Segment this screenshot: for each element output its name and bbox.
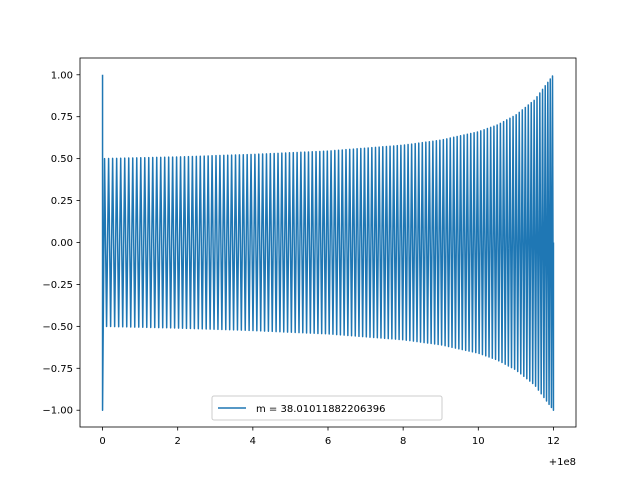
y-tick-label: −1.00 bbox=[42, 406, 73, 417]
y-tick-label: −0.75 bbox=[42, 364, 73, 375]
legend-box bbox=[211, 395, 443, 421]
y-tick-label: 0.50 bbox=[51, 154, 73, 165]
x-tick-label: 10 bbox=[472, 436, 485, 447]
x-tick-label: 4 bbox=[250, 436, 256, 447]
y-tick-label: 1.00 bbox=[51, 70, 73, 81]
y-tick-label: 0.25 bbox=[51, 196, 73, 207]
y-tick-label: 0.75 bbox=[51, 112, 73, 123]
x-tick-label: 8 bbox=[400, 436, 406, 447]
legend: m = 38.01011882206396 bbox=[211, 395, 443, 421]
x-tick-label: 2 bbox=[175, 436, 181, 447]
x-tick-label: 6 bbox=[325, 436, 331, 447]
x-offset-label: +1e8 bbox=[549, 457, 576, 468]
plot-area bbox=[101, 74, 555, 411]
axes: 0 2 4 6 8 10 12 1.00 0.75 0.50 0.25 0.00 −0.25 −0.50 −… bbox=[42, 57, 577, 447]
y-tick-label: 0.00 bbox=[51, 238, 73, 249]
legend-label: m = 38.01011882206396 bbox=[256, 404, 385, 415]
y-tick-label: −0.50 bbox=[42, 322, 73, 333]
x-tick-label: 12 bbox=[547, 436, 560, 447]
series-line bbox=[101, 74, 555, 411]
x-tick-label: 0 bbox=[99, 436, 105, 447]
y-tick-label: −0.25 bbox=[42, 280, 73, 291]
